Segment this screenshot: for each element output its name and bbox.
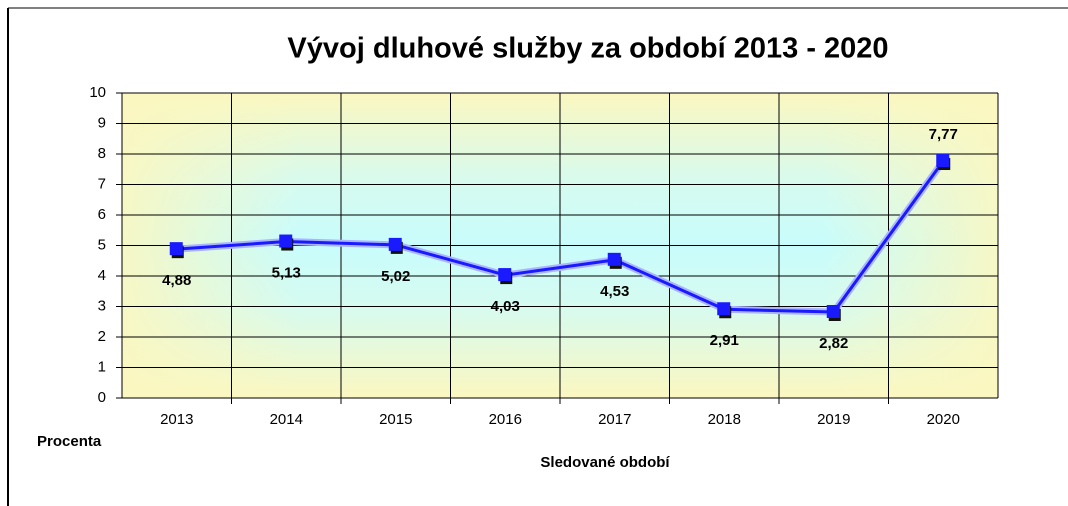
y-tick-label: 7 bbox=[98, 175, 106, 192]
data-label: 2,91 bbox=[710, 332, 739, 349]
x-tick-label: 2019 bbox=[817, 411, 850, 428]
y-tick-label: 6 bbox=[98, 206, 106, 223]
y-tick-label: 0 bbox=[98, 389, 106, 406]
data-label: 4,03 bbox=[491, 298, 520, 315]
data-label: 2,82 bbox=[819, 335, 848, 352]
y-tick-label: 9 bbox=[98, 114, 106, 131]
data-label: 5,02 bbox=[381, 268, 410, 285]
marker bbox=[169, 242, 183, 256]
marker bbox=[388, 237, 402, 251]
marker bbox=[279, 234, 293, 248]
chart-title: Vývoj dluhové služby za období 2013 - 20… bbox=[287, 33, 888, 65]
y-tick-label: 8 bbox=[98, 145, 106, 162]
x-tick-label: 2014 bbox=[270, 411, 303, 428]
data-label: 7,77 bbox=[929, 126, 958, 143]
y-tick-label: 2 bbox=[98, 328, 106, 345]
x-tick-label: 2016 bbox=[489, 411, 522, 428]
series-line bbox=[176, 160, 945, 314]
marker bbox=[607, 252, 621, 266]
x-tick-label: 2015 bbox=[379, 411, 412, 428]
marker bbox=[826, 304, 840, 318]
marker bbox=[936, 154, 950, 168]
marker bbox=[498, 268, 512, 282]
y-tick-label: 5 bbox=[98, 236, 106, 253]
data-label: 5,13 bbox=[272, 265, 301, 282]
x-tick-label: 2017 bbox=[598, 411, 631, 428]
y-axis-label: Procenta bbox=[37, 433, 102, 450]
data-label: 4,88 bbox=[162, 272, 191, 289]
y-tick-label: 10 bbox=[89, 84, 106, 101]
x-tick-label: 2020 bbox=[927, 411, 960, 428]
x-tick-label: 2018 bbox=[708, 411, 741, 428]
y-tick-label: 1 bbox=[98, 358, 106, 375]
y-tick-label: 3 bbox=[98, 297, 106, 314]
x-tick-label: 2013 bbox=[160, 411, 193, 428]
data-label: 4,53 bbox=[600, 283, 629, 300]
y-tick-label: 4 bbox=[98, 267, 106, 284]
x-axis-label: Sledované období bbox=[540, 454, 670, 471]
marker bbox=[717, 302, 731, 316]
